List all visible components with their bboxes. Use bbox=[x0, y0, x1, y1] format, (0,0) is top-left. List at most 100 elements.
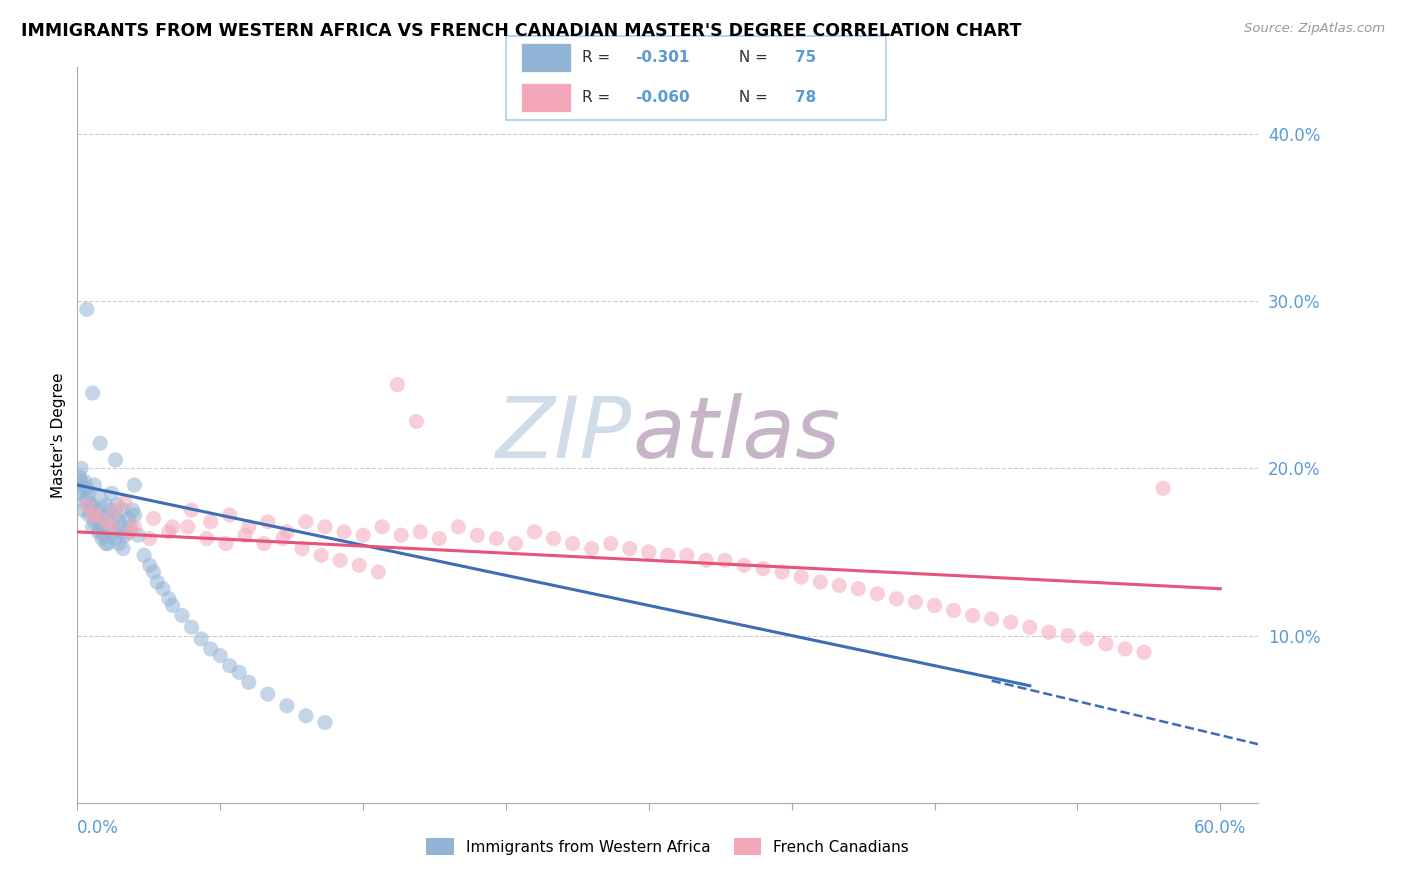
Point bbox=[91, 532, 114, 546]
Point bbox=[72, 481, 94, 495]
Point bbox=[676, 548, 699, 563]
Point bbox=[87, 503, 110, 517]
Point bbox=[100, 486, 122, 500]
Point bbox=[329, 553, 352, 567]
Point bbox=[314, 520, 336, 534]
Point bbox=[619, 541, 641, 556]
Point bbox=[83, 515, 105, 529]
Point bbox=[333, 524, 356, 539]
Bar bbox=[522, 83, 571, 112]
Point bbox=[142, 511, 165, 525]
Point bbox=[76, 498, 98, 512]
Point bbox=[89, 436, 111, 450]
Text: -0.301: -0.301 bbox=[636, 50, 689, 65]
Point bbox=[1152, 481, 1174, 495]
Point bbox=[209, 648, 232, 663]
Point bbox=[152, 582, 174, 596]
Text: ZIP: ZIP bbox=[496, 393, 633, 476]
Point bbox=[314, 715, 336, 730]
Point bbox=[215, 536, 238, 550]
Point bbox=[218, 508, 240, 522]
Legend: Immigrants from Western Africa, French Canadians: Immigrants from Western Africa, French C… bbox=[420, 831, 915, 862]
Point bbox=[104, 532, 127, 546]
Point bbox=[89, 491, 111, 506]
Point bbox=[172, 608, 194, 623]
Point bbox=[67, 486, 90, 500]
Point bbox=[162, 599, 184, 613]
Text: 0.0%: 0.0% bbox=[77, 819, 120, 837]
Point bbox=[115, 524, 138, 539]
Point bbox=[233, 528, 256, 542]
Point bbox=[105, 498, 128, 512]
Point bbox=[100, 524, 122, 539]
Point bbox=[599, 536, 621, 550]
Point bbox=[770, 565, 793, 579]
Point bbox=[256, 515, 278, 529]
Point bbox=[291, 541, 314, 556]
Point bbox=[124, 508, 146, 522]
Point bbox=[108, 515, 131, 529]
Point bbox=[86, 511, 108, 525]
Point bbox=[218, 658, 240, 673]
Point bbox=[73, 475, 96, 489]
Y-axis label: Master's Degree: Master's Degree bbox=[51, 372, 66, 498]
Point bbox=[104, 511, 127, 525]
Point bbox=[86, 508, 108, 522]
Point bbox=[124, 478, 146, 492]
Point bbox=[104, 453, 127, 467]
Point bbox=[581, 541, 603, 556]
Point bbox=[177, 520, 200, 534]
Point bbox=[942, 603, 965, 617]
Point bbox=[157, 524, 180, 539]
Point bbox=[238, 520, 260, 534]
Point bbox=[91, 515, 114, 529]
Point bbox=[97, 536, 120, 550]
Point bbox=[505, 536, 527, 550]
Point bbox=[657, 548, 679, 563]
Point bbox=[82, 498, 104, 512]
Point bbox=[695, 553, 717, 567]
Point bbox=[389, 528, 412, 542]
Text: 75: 75 bbox=[794, 50, 815, 65]
Bar bbox=[522, 44, 571, 72]
Point bbox=[76, 481, 98, 495]
Point bbox=[256, 687, 278, 701]
Point bbox=[180, 620, 202, 634]
Point bbox=[309, 548, 332, 563]
Point bbox=[637, 545, 659, 559]
Point bbox=[83, 478, 105, 492]
Point bbox=[110, 520, 132, 534]
Point bbox=[1114, 642, 1136, 657]
Point bbox=[387, 377, 409, 392]
Point bbox=[962, 608, 984, 623]
Point bbox=[93, 520, 115, 534]
Text: 78: 78 bbox=[794, 90, 815, 105]
Point bbox=[190, 632, 212, 646]
Point bbox=[70, 475, 93, 489]
Point bbox=[195, 532, 218, 546]
Point bbox=[76, 302, 98, 317]
Point bbox=[157, 591, 180, 606]
Point bbox=[146, 574, 169, 589]
Point bbox=[485, 532, 508, 546]
Point bbox=[846, 582, 869, 596]
Point bbox=[82, 520, 104, 534]
Point bbox=[1076, 632, 1098, 646]
Point bbox=[543, 532, 565, 546]
Point bbox=[752, 562, 775, 576]
Point bbox=[467, 528, 489, 542]
Point bbox=[886, 591, 908, 606]
Point bbox=[118, 511, 141, 525]
Point bbox=[82, 386, 104, 401]
Text: -0.060: -0.060 bbox=[636, 90, 690, 105]
Point bbox=[1018, 620, 1040, 634]
Point bbox=[405, 414, 427, 428]
Point bbox=[276, 698, 298, 713]
Point bbox=[124, 520, 146, 534]
Point bbox=[1133, 645, 1156, 659]
Point bbox=[271, 532, 294, 546]
Point bbox=[295, 515, 318, 529]
Point bbox=[120, 520, 142, 534]
Point bbox=[76, 491, 98, 506]
Point bbox=[162, 520, 184, 534]
